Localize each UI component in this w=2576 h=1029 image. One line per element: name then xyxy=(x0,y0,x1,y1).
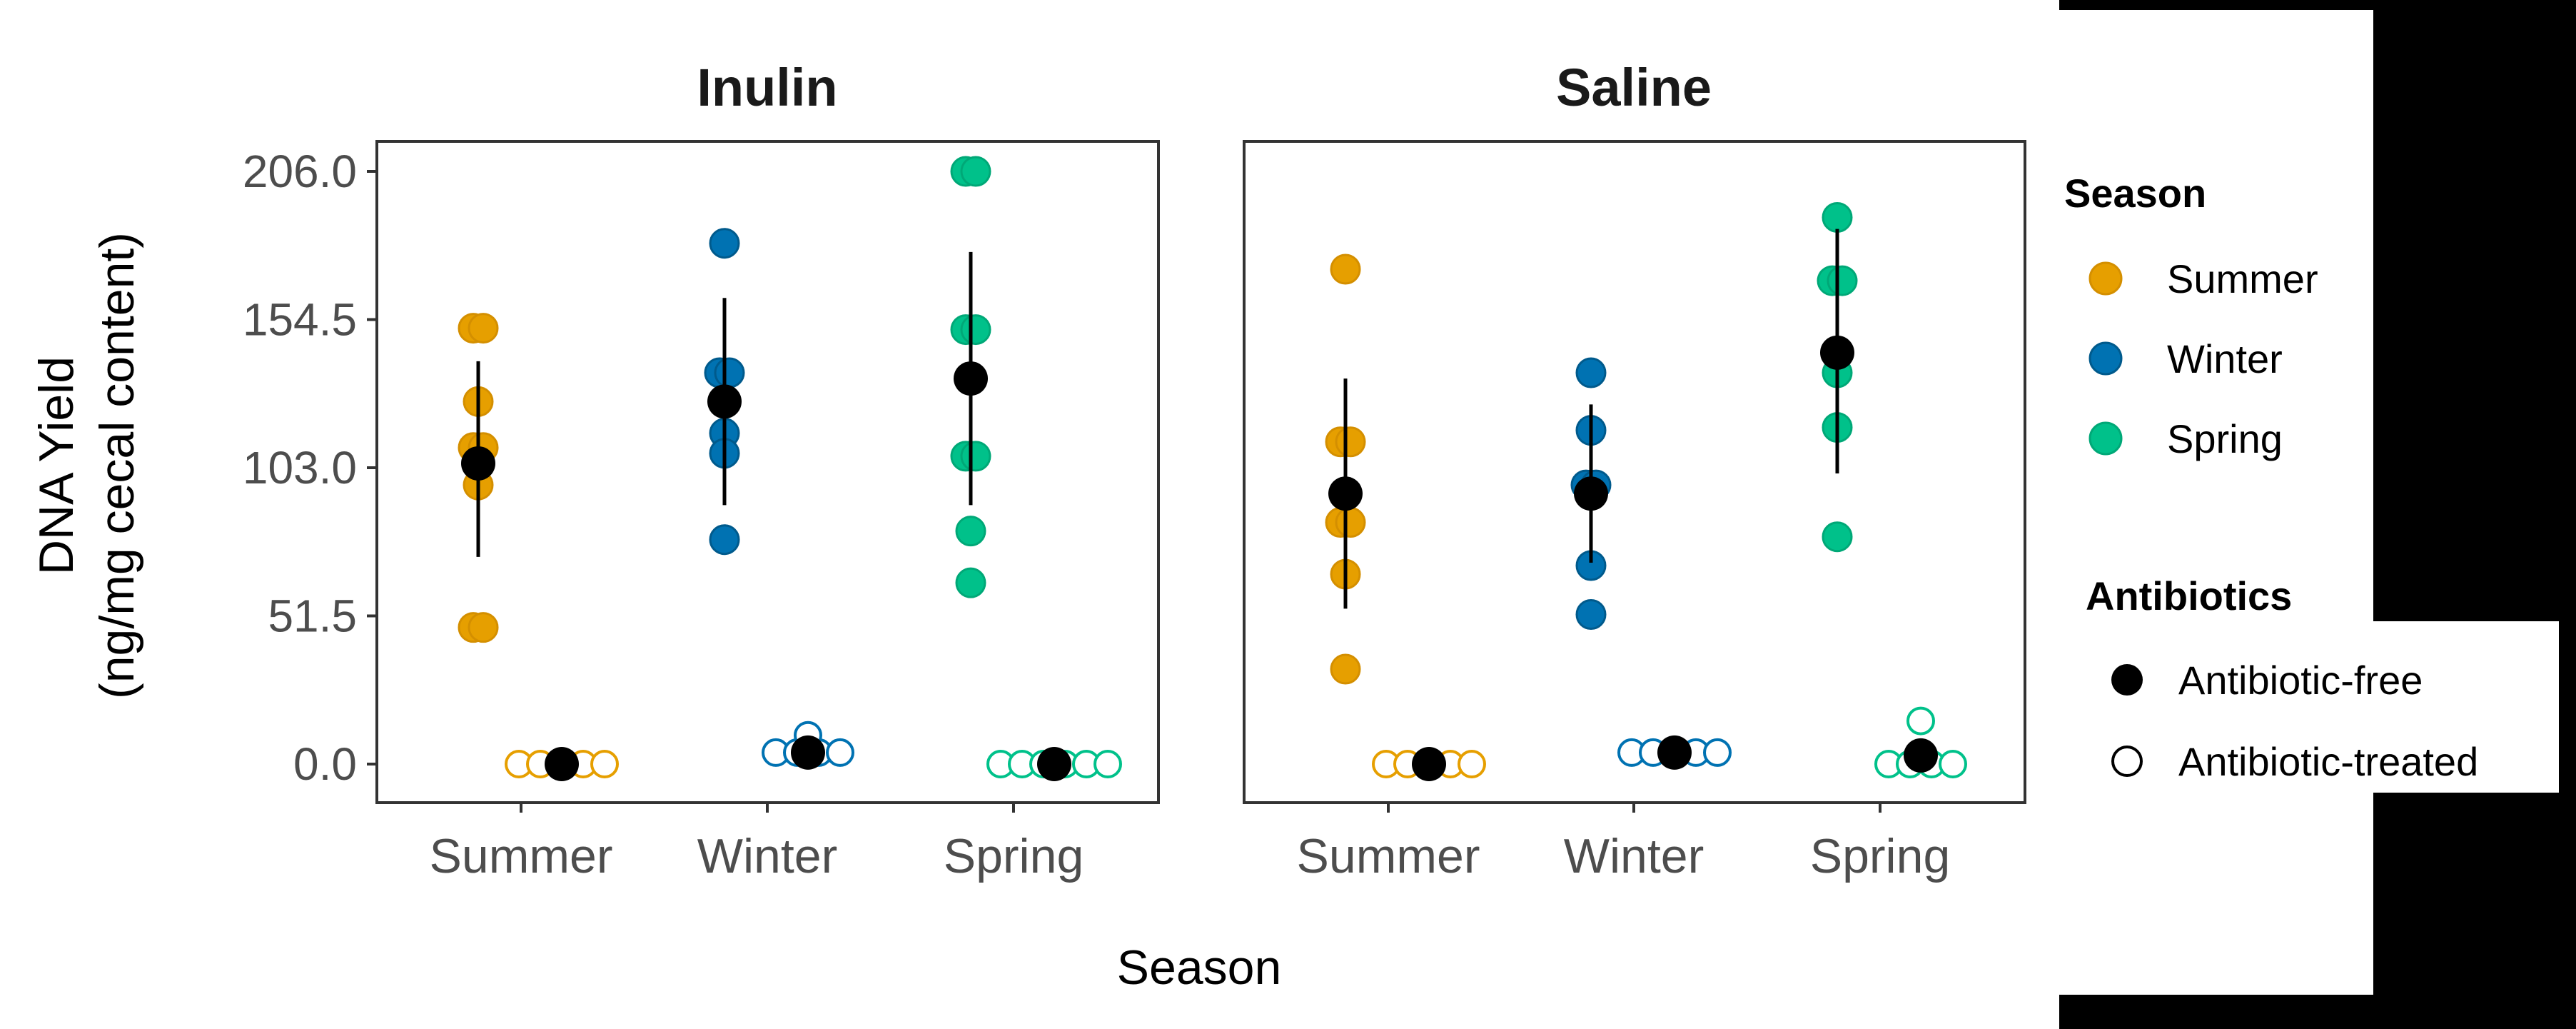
treated-point-summer-4 xyxy=(590,750,619,778)
free-point-spring-2 xyxy=(1827,265,1858,296)
x-tick-label: Spring xyxy=(944,829,1084,883)
free-point-winter-2 xyxy=(714,357,745,388)
legend-season-winter: Winter xyxy=(2088,336,2283,381)
y-axis-title-line-1: DNA Yield xyxy=(29,356,84,575)
mean-point-free-winter xyxy=(1574,476,1608,511)
legend-season-winter-swatch xyxy=(2088,341,2123,376)
x-axis: Summer Winter Spring Summer Winter Spring xyxy=(430,803,1951,883)
y-tick-label: 154.5 xyxy=(243,294,357,346)
treated-point-spring-3 xyxy=(1939,750,1967,778)
x-tick-label: Winter xyxy=(697,829,837,883)
y-axis: 0.0 51.5 103.0 154.5 206.0 xyxy=(243,146,377,790)
free-point-winter-5 xyxy=(1575,598,1607,630)
legend-antibiotics-title: Antibiotics xyxy=(2086,573,2292,618)
free-point-spring-0 xyxy=(1822,201,1853,233)
legend-season-summer: Summer xyxy=(2088,256,2318,301)
legend-background xyxy=(2059,10,2373,995)
legend: Season Summer Winter Spring Antibiotics … xyxy=(2064,171,2478,784)
y-tick-label: 103.0 xyxy=(243,442,357,493)
mean-point-treated-spring xyxy=(1904,738,1938,773)
free-point-summer-2 xyxy=(1335,426,1366,458)
free-point-summer-4 xyxy=(1335,507,1366,538)
legend-background-extension xyxy=(2373,621,2559,793)
panel-title: Inulin xyxy=(697,58,837,117)
x-tick-label: Winter xyxy=(1564,829,1704,883)
y-tick-label: 0.0 xyxy=(293,738,357,790)
legend-season-summer-label: Summer xyxy=(2167,256,2318,301)
legend-antibiotic-treated: Antibiotic-treated xyxy=(2111,739,2478,784)
right-black-band-bottom xyxy=(2059,995,2576,1029)
legend-antibiotic-free-label: Antibiotic-free xyxy=(2178,658,2423,703)
mean-point-free-spring xyxy=(954,361,988,396)
free-point-summer-1 xyxy=(468,313,499,344)
x-tick-label: Spring xyxy=(1810,829,1951,883)
y-tick-label: 51.5 xyxy=(268,591,357,642)
treated-point-spring-4 xyxy=(1906,706,1935,736)
mean-point-free-winter xyxy=(707,384,742,419)
treated-point-winter-3 xyxy=(826,738,854,767)
legend-season-spring: Spring xyxy=(2088,416,2283,461)
free-point-summer-6 xyxy=(1330,653,1361,685)
free-point-winter-0 xyxy=(1575,357,1607,388)
legend-season-winter-label: Winter xyxy=(2167,336,2283,381)
panel-marks xyxy=(1325,201,1967,781)
x-tick-label: Summer xyxy=(1297,829,1480,883)
free-point-spring-3 xyxy=(960,314,991,346)
mean-point-free-spring xyxy=(1820,335,1854,370)
free-point-winter-0 xyxy=(709,228,740,259)
panel-saline: Saline xyxy=(1243,58,2026,804)
x-tick-label: Summer xyxy=(430,829,613,883)
free-point-summer-0 xyxy=(1330,254,1361,285)
panel-inulin: Inulin xyxy=(375,58,1160,804)
y-axis-title: DNA Yield (ng/mg cecal content) xyxy=(29,232,144,699)
y-axis-title-line-2: (ng/mg cecal content) xyxy=(90,232,144,699)
mean-point-treated-winter xyxy=(1657,735,1692,770)
panel-title: Saline xyxy=(1556,58,1712,117)
legend-season-spring-swatch xyxy=(2088,421,2123,456)
legend-antibiotic-treated-swatch xyxy=(2111,746,2143,777)
legend-season-summer-swatch xyxy=(2088,261,2123,296)
treated-point-summer-4 xyxy=(1458,750,1486,778)
legend-season-title: Season xyxy=(2064,171,2206,216)
y-tick-label: 206.0 xyxy=(243,146,357,197)
mean-point-free-summer xyxy=(1328,476,1363,511)
mean-point-treated-winter xyxy=(791,735,825,770)
free-point-spring-7 xyxy=(955,567,986,598)
free-point-spring-1 xyxy=(960,156,991,187)
legend-antibiotic-treated-label: Antibiotic-treated xyxy=(2178,739,2478,784)
treated-point-spring-5 xyxy=(1093,750,1122,778)
mean-point-treated-summer xyxy=(1412,747,1446,781)
treated-point-winter-4 xyxy=(1703,738,1732,767)
mean-point-treated-summer xyxy=(545,747,579,781)
x-axis-title: Season xyxy=(1117,940,1282,995)
panel-marks xyxy=(458,156,1122,781)
free-point-spring-5 xyxy=(960,441,991,472)
legend-antibiotic-free: Antibiotic-free xyxy=(2111,658,2423,703)
free-point-spring-6 xyxy=(955,516,986,547)
free-point-winter-5 xyxy=(709,524,740,556)
mean-point-free-summer xyxy=(461,446,495,481)
mean-point-treated-spring xyxy=(1037,747,1071,781)
legend-season-spring-label: Spring xyxy=(2167,416,2283,461)
free-point-summer-7 xyxy=(468,612,499,643)
legend-antibiotic-free-swatch xyxy=(2111,664,2143,696)
free-point-spring-5 xyxy=(1822,521,1853,553)
right-black-band xyxy=(2373,0,2576,1029)
